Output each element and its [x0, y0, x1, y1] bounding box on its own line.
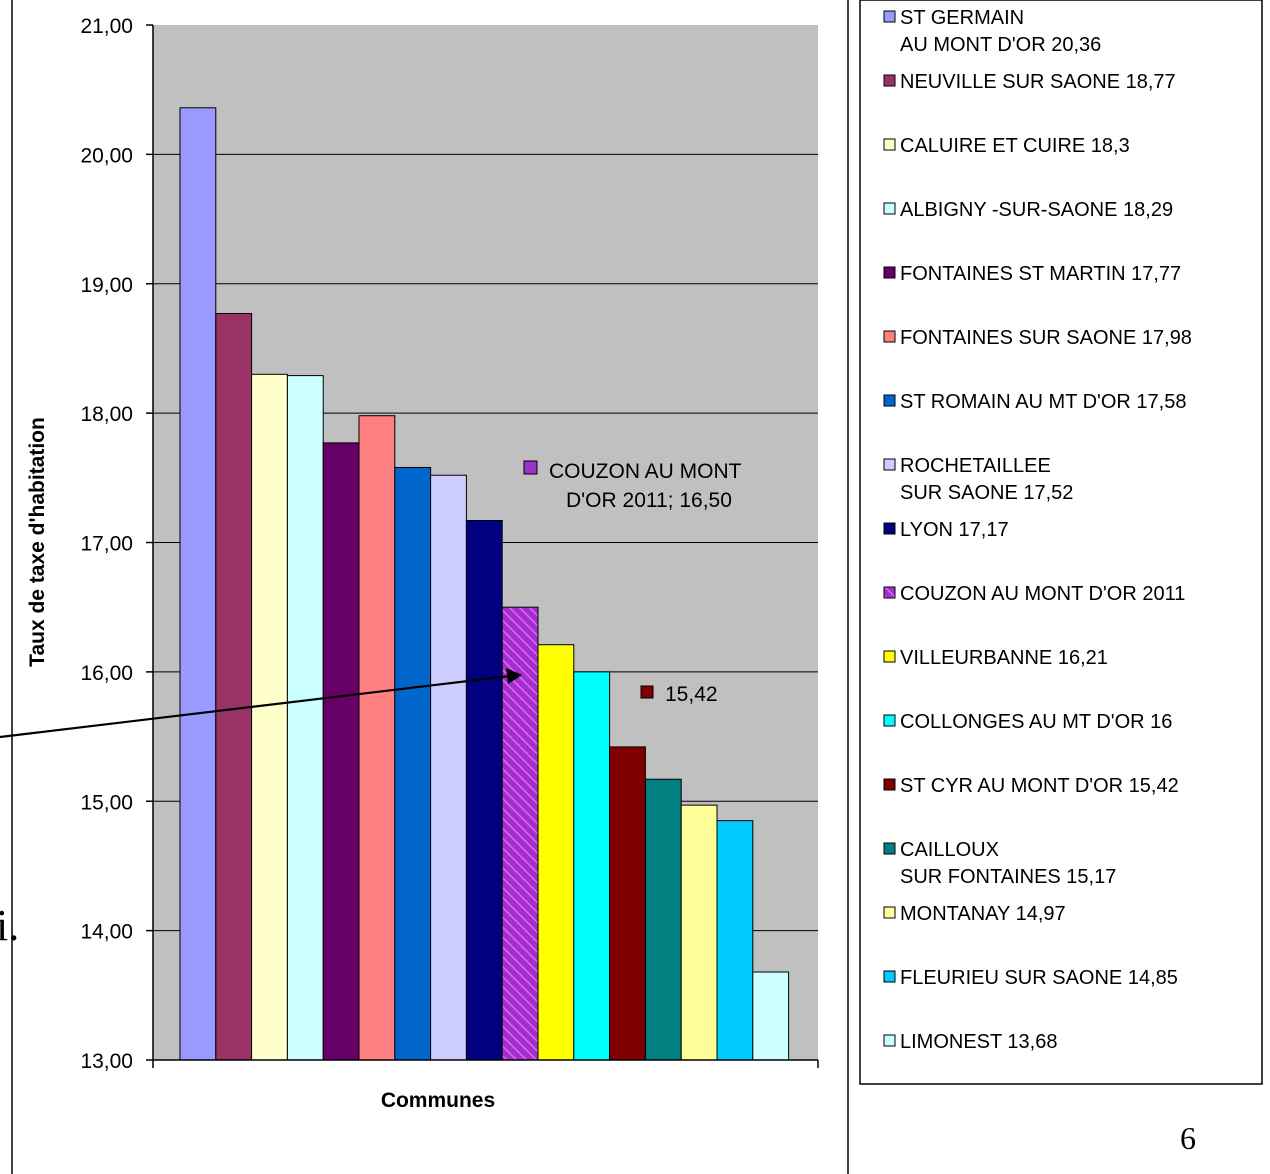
bar [394, 466, 432, 1061]
annotation-marker [640, 685, 654, 699]
x-axis-title: Communes [381, 1089, 495, 1112]
y-tick-label: 15,00 [80, 791, 133, 814]
bar [358, 415, 396, 1061]
stray-glyph: i. [0, 901, 19, 950]
bar [286, 375, 324, 1061]
bar [430, 474, 467, 1061]
y-tick-label: 20,00 [80, 144, 133, 167]
bar [644, 778, 682, 1061]
legend-label: COLLONGES AU MT D'OR 16 [900, 711, 1172, 733]
legend-label: ALBIGNY -SUR-SAONE 18,29 [900, 199, 1173, 221]
legend-swatch [883, 202, 896, 215]
legend-label: VILLEURBANNE 16,21 [900, 647, 1108, 669]
bar [573, 671, 611, 1061]
legend-label: CALUIRE ET CUIRE 18,3 [900, 135, 1130, 157]
y-tick-label: 16,00 [80, 662, 133, 685]
legend-label: SUR FONTAINES 15,17 [900, 866, 1116, 888]
legend-swatch [883, 842, 896, 855]
page-number: 6 [1180, 1120, 1196, 1156]
bar [322, 442, 360, 1061]
legend-swatch [883, 1034, 896, 1047]
legend-label: LYON 17,17 [900, 519, 1009, 541]
legend-label: ROCHETAILLEE [900, 455, 1051, 477]
annotation-label: D'OR 2011; 16,50 [566, 489, 732, 512]
bar [609, 746, 646, 1061]
legend-box [859, 0, 1263, 1085]
bar [537, 644, 575, 1061]
bar [465, 520, 503, 1061]
legend-swatch [883, 970, 896, 983]
legend-label: COUZON AU MONT D'OR 2011 [900, 583, 1185, 605]
y-tick-label: 19,00 [80, 274, 133, 297]
legend-swatch [883, 138, 896, 151]
bar [251, 373, 288, 1061]
bars [179, 107, 790, 1061]
legend-swatch [883, 330, 896, 343]
legend-swatch [883, 714, 896, 727]
pointer-arrow-line [0, 674, 511, 739]
y-tick-label: 18,00 [80, 403, 133, 426]
legend: ST GERMAIN AU MONT D'OR 20,36 NEUVILLE SUR… [883, 7, 1192, 1053]
annotations: COUZON AU MONT D'OR 2011; 16,50 15,42 [0, 460, 742, 739]
legend-label: ST ROMAIN AU MT D'OR 17,58 [900, 391, 1186, 413]
y-tick-label: 13,00 [80, 1050, 133, 1073]
y-tick-label: 17,00 [80, 533, 133, 556]
legend-label: CAILLOUX [900, 839, 999, 861]
legend-label: AU MONT D'OR 20,36 [900, 34, 1101, 56]
legend-swatch [883, 906, 896, 919]
legend-label: LIMONEST 13,68 [900, 1031, 1057, 1053]
annotation-label: 15,42 [665, 683, 718, 706]
legend-label: ST CYR AU MONT D'OR 15,42 [900, 775, 1179, 797]
legend-label: NEUVILLE SUR SAONE 18,77 [900, 71, 1176, 93]
legend-label: FONTAINES SUR SAONE 17,98 [900, 327, 1192, 349]
legend-label: FONTAINES ST MARTIN 17,77 [900, 263, 1181, 285]
legend-swatch [883, 650, 896, 663]
bar [752, 971, 790, 1061]
bar [179, 107, 217, 1061]
legend-label: MONTANAY 14,97 [900, 903, 1066, 925]
legend-swatch [883, 266, 896, 279]
annotation-marker [523, 460, 538, 475]
bar [680, 804, 718, 1061]
legend-swatch [883, 394, 896, 407]
bar [716, 820, 754, 1061]
annotation-label: COUZON AU MONT [549, 460, 742, 483]
y-tick-label: 21,00 [80, 15, 133, 38]
legend-swatch [883, 522, 896, 535]
legend-swatch [883, 458, 896, 471]
y-tick-label: 14,00 [80, 921, 133, 944]
legend-swatch [883, 74, 896, 87]
legend-swatch [883, 778, 896, 791]
bar [215, 313, 253, 1061]
legend-swatch [883, 10, 896, 23]
legend-swatch [883, 586, 896, 599]
legend-label: FLEURIEU SUR SAONE 14,85 [900, 967, 1178, 989]
legend-label: SUR SAONE 17,52 [900, 482, 1073, 504]
legend-label: ST GERMAIN [900, 7, 1024, 29]
pointer-arrowhead [506, 668, 522, 684]
y-axis-title: Taux de taxe d'habitation [26, 417, 49, 667]
y-axis: 13,00 14,00 15,00 16,00 17,00 18,00 19,00 20,00… [80, 15, 819, 1073]
